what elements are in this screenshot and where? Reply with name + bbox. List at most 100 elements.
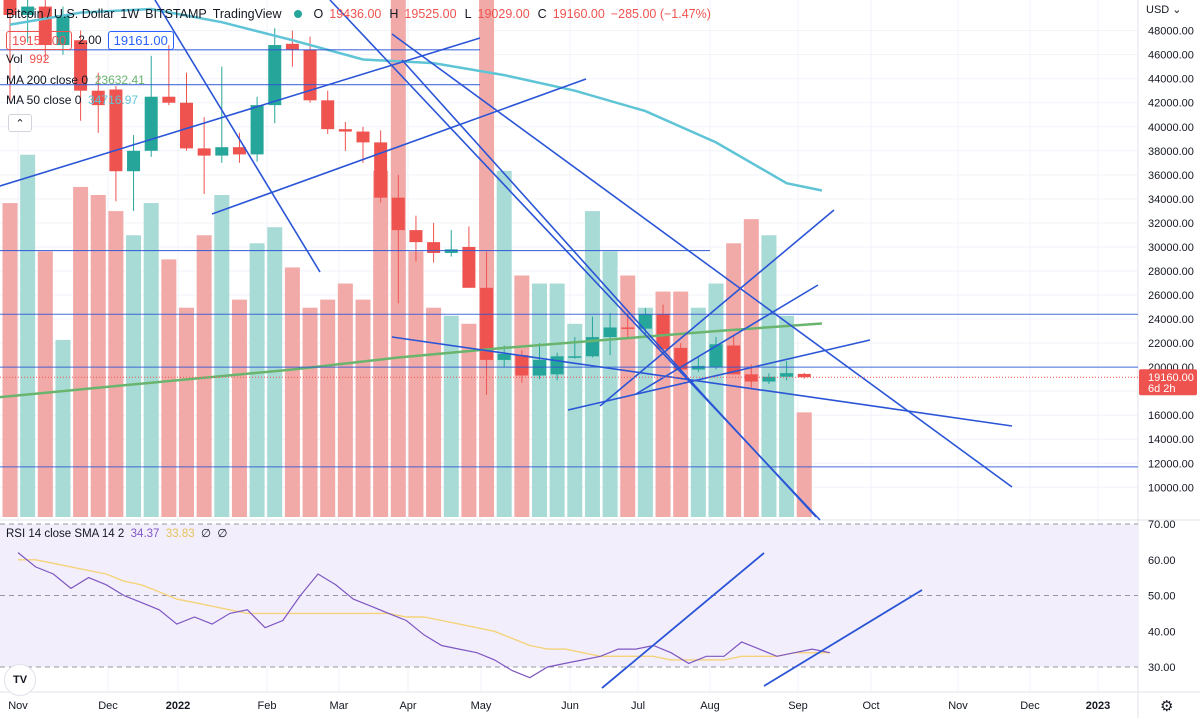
candle-body xyxy=(656,314,670,350)
candle-body xyxy=(374,142,388,198)
high-label: H xyxy=(389,7,399,21)
price-tick-label: 40000.00 xyxy=(1148,122,1194,134)
candle-body xyxy=(621,327,635,329)
candle-body xyxy=(268,45,282,106)
volume-bar xyxy=(320,299,336,517)
volume-bar xyxy=(214,195,230,517)
ma50-line xyxy=(9,7,823,192)
current-price-tag xyxy=(1139,369,1197,396)
volume-bar xyxy=(461,323,477,517)
collapse-legend-button[interactable]: ⌃ xyxy=(8,114,32,132)
ma50-legend[interactable]: MA 50 close 0 34716.97 xyxy=(6,93,138,107)
rsi-tick-label: 40.00 xyxy=(1148,626,1176,638)
volume-bar xyxy=(337,283,353,517)
volume-bar xyxy=(20,154,36,517)
time-tick-label: Jul xyxy=(631,700,645,712)
volume-bar xyxy=(126,235,142,517)
spread-value: 2.00 xyxy=(78,33,102,47)
trendline xyxy=(0,37,481,187)
change-value: −285.00 (−1.47%) xyxy=(610,7,711,21)
volume-bar xyxy=(143,203,159,518)
rsi-pane xyxy=(0,523,1138,668)
symbol-row: Bitcoin / U.S. Dollar 1W BITSTAMP Tradin… xyxy=(6,4,711,24)
time-tick-label: Apr xyxy=(399,700,416,712)
candle-body xyxy=(321,100,335,130)
rsi-label: RSI 14 close SMA 14 2 xyxy=(6,528,125,540)
candle-body xyxy=(56,14,70,46)
rsi-tick-label: 30.00 xyxy=(1148,662,1176,674)
trendline xyxy=(705,397,817,518)
candle-body xyxy=(215,147,229,156)
candle-body xyxy=(144,96,158,151)
volume-bar xyxy=(2,203,18,518)
price-axis[interactable]: 10000.0012000.0014000.0016000.0018000.00… xyxy=(0,26,1197,674)
volume-bar xyxy=(532,283,547,517)
rsi-sma-value: 33.83 xyxy=(165,528,195,540)
ma200-line xyxy=(0,322,822,399)
volume-bar xyxy=(179,307,194,517)
settings-gear-icon[interactable]: ⚙ xyxy=(1160,698,1174,715)
price-tick-label: 12000.00 xyxy=(1148,458,1194,470)
symbol-name[interactable]: Bitcoin / U.S. Dollar xyxy=(6,7,115,21)
time-tick-label: Aug xyxy=(700,700,720,712)
ma200-legend[interactable]: MA 200 close 0 23632.41 xyxy=(6,73,145,87)
rsi-tick-label: 70.00 xyxy=(1148,519,1176,531)
candle-body xyxy=(285,43,299,50)
high-value: 19525.00 xyxy=(404,7,457,21)
candle-body xyxy=(232,147,246,155)
time-tick-label: 2023 xyxy=(1086,700,1110,712)
trendlines xyxy=(0,0,1138,521)
candle-body xyxy=(197,148,211,156)
currency-label: USD xyxy=(1146,4,1170,16)
rsi-trendline xyxy=(601,552,765,689)
status-dot-icon xyxy=(293,10,302,18)
sell-price-button[interactable]: 19159.00 xyxy=(6,30,73,50)
time-axis[interactable]: Nov Dec 2022 Feb Mar Apr May Jun Jul Aug Sep Oct Nov… xyxy=(8,700,1110,712)
price-tick-label: 26000.00 xyxy=(1148,290,1194,302)
volume-bar xyxy=(779,315,795,517)
candle-body xyxy=(462,246,476,288)
volume-bar xyxy=(373,170,389,517)
price-tick-label: 48000.00 xyxy=(1148,26,1194,38)
time-tick-label: Oct xyxy=(862,700,879,712)
volume-bar xyxy=(249,243,265,518)
volume-bar xyxy=(355,299,371,517)
price-tick-label: 10000.00 xyxy=(1148,482,1194,494)
rsi-trendline xyxy=(763,589,923,687)
price-tick-label: 16000.00 xyxy=(1148,410,1194,422)
candle-body xyxy=(480,287,494,360)
price-tick-label: 28000.00 xyxy=(1148,266,1194,278)
candle-body xyxy=(391,197,405,231)
time-tick-label: Nov xyxy=(948,700,968,712)
time-tick-label: May xyxy=(471,700,492,712)
volume-legend[interactable]: Vol 992 xyxy=(6,52,49,66)
candles xyxy=(3,0,811,395)
price-tick-label: 42000.00 xyxy=(1148,98,1194,110)
candle-body xyxy=(497,353,511,360)
buy-price-button[interactable]: 19161.00 xyxy=(107,30,174,50)
volume-bar xyxy=(567,323,583,517)
candle-body xyxy=(3,0,17,15)
rsi-value: 34.37 xyxy=(130,528,160,540)
rsi-legend[interactable]: RSI 14 close SMA 14 2 34.37 33.83 ∅ ∅ xyxy=(6,526,227,540)
volume-bar xyxy=(726,243,742,518)
interval[interactable]: 1W xyxy=(120,7,140,21)
open-label: O xyxy=(313,7,324,21)
candle-body xyxy=(356,131,370,143)
candle-body xyxy=(127,150,141,172)
currency-selector[interactable]: USD ⌄ xyxy=(1146,3,1182,16)
trendline xyxy=(154,0,321,273)
trendline xyxy=(567,339,871,411)
tradingview-logo-icon[interactable]: TV xyxy=(4,664,36,696)
price-tick-label: 32000.00 xyxy=(1148,218,1194,230)
volume-bar xyxy=(302,307,318,517)
time-tick-label: Feb xyxy=(258,700,277,712)
trendline xyxy=(391,336,1013,427)
candle-body xyxy=(427,242,441,253)
volume-bar xyxy=(284,267,300,517)
time-tick-label: Nov xyxy=(8,700,28,712)
price-tick-label: 36000.00 xyxy=(1148,170,1194,182)
volume-bar xyxy=(690,307,706,517)
candle-body xyxy=(762,376,776,382)
